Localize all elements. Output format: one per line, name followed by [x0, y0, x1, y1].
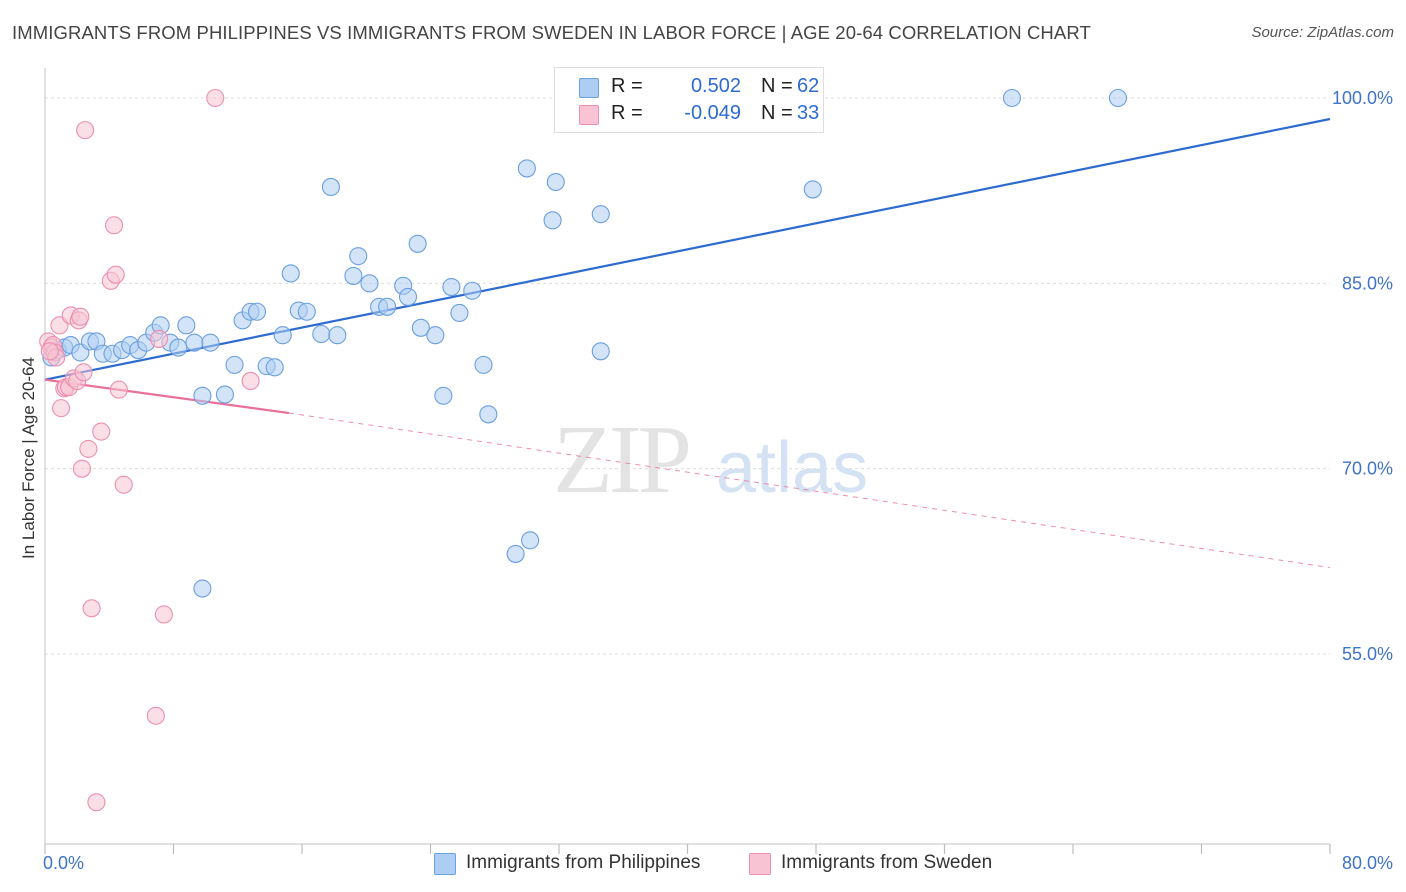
point-philippines [517, 159, 536, 178]
point-philippines [506, 544, 525, 563]
point-philippines [378, 297, 397, 316]
legend-label-philippines: Immigrants from Philippines [466, 852, 701, 873]
point-philippines [321, 177, 340, 197]
point-sweden [74, 363, 93, 382]
legend-swatch-philippines [434, 853, 456, 875]
point-philippines [349, 247, 368, 266]
point-philippines [247, 302, 267, 321]
y-tick-label: 70.0% [1342, 459, 1393, 479]
point-philippines [344, 266, 363, 285]
legend-label-sweden: Immigrants from Sweden [781, 852, 993, 873]
point-philippines [201, 333, 220, 352]
point-sweden [206, 88, 225, 108]
point-philippines [546, 172, 565, 192]
point-philippines [398, 287, 418, 306]
stats-swatch-sweden [579, 105, 599, 125]
point-philippines [591, 342, 610, 361]
point-philippines [591, 205, 610, 224]
legend-swatch-sweden [749, 853, 771, 875]
point-philippines [474, 355, 493, 374]
point-sweden [114, 475, 133, 494]
stats-box: R = 0.502 N = 62 R = -0.049 N = 33 [554, 67, 824, 133]
point-philippines [225, 355, 244, 374]
point-philippines [265, 358, 284, 377]
point-philippines [360, 274, 379, 293]
stats-r-value: -0.049 [684, 102, 741, 124]
point-philippines [408, 234, 427, 253]
watermark: ZIP atlas [553, 406, 868, 514]
y-tick-label: 85.0% [1342, 273, 1393, 293]
watermark-zip: ZIP [553, 406, 688, 514]
watermark-atlas: atlas [716, 428, 868, 508]
point-philippines [281, 264, 300, 283]
point-philippines [434, 386, 453, 405]
point-sweden [71, 307, 90, 326]
point-philippines [297, 302, 316, 321]
data-points [39, 88, 1128, 812]
point-philippines [521, 531, 540, 550]
x-tick-label: 0.0% [43, 853, 84, 873]
point-sweden [106, 265, 125, 284]
point-sweden [79, 439, 98, 458]
stats-n-value: 33 [797, 102, 820, 124]
trend-line-sweden [44, 378, 290, 415]
point-sweden [92, 422, 111, 441]
point-philippines [215, 385, 234, 404]
point-philippines [426, 326, 445, 345]
y-axis-label: In Labor Force | Age 20-64 [19, 357, 38, 559]
y-tick-label: 55.0% [1342, 644, 1393, 664]
gridlines [45, 97, 1330, 655]
axes [44, 68, 1331, 854]
tick-labels: 55.0% 70.0% 85.0% 100.0% 0.0% 80.0% [43, 88, 1393, 873]
point-philippines [312, 324, 331, 344]
point-philippines [463, 281, 482, 300]
stats-n-label: N = [761, 75, 793, 97]
point-sweden [72, 459, 91, 478]
point-philippines [169, 338, 188, 357]
point-philippines [1002, 88, 1022, 108]
point-philippines [193, 579, 212, 598]
trend-line-philippines [44, 117, 1331, 381]
point-sweden [146, 706, 165, 725]
point-sweden [40, 342, 59, 361]
y-tick-label: 100.0% [1332, 88, 1393, 108]
point-philippines [273, 326, 292, 345]
point-sweden [105, 216, 124, 235]
x-tick-label: 80.0% [1342, 853, 1393, 873]
point-philippines [450, 303, 469, 323]
stats-swatch-philippines [579, 78, 599, 98]
chart-title: IMMIGRANTS FROM PHILIPPINES VS IMMIGRANT… [12, 22, 1091, 43]
point-philippines [442, 277, 461, 297]
stats-r-label: R = [611, 102, 643, 124]
point-philippines [185, 333, 204, 352]
point-sweden [109, 380, 128, 399]
stats-n-label: N = [761, 102, 793, 124]
point-philippines [543, 211, 562, 230]
point-sweden [82, 599, 101, 618]
point-philippines [177, 316, 196, 335]
point-sweden [241, 371, 260, 390]
point-sweden [87, 793, 106, 812]
point-sweden [76, 121, 95, 140]
trend-lines [44, 117, 1331, 569]
point-philippines [411, 318, 430, 337]
point-philippines [1108, 88, 1128, 108]
point-philippines [803, 180, 822, 199]
stats-r-value: 0.502 [690, 75, 741, 97]
point-philippines [328, 326, 347, 345]
stats-n-value: 62 [797, 75, 820, 97]
stats-r-label: R = [611, 75, 643, 97]
point-sweden [154, 605, 173, 624]
point-sweden [52, 399, 71, 418]
point-philippines [479, 405, 498, 424]
point-sweden [149, 329, 169, 348]
source-label: Source: ZipAtlas.com [1251, 24, 1394, 41]
point-philippines [193, 386, 212, 405]
